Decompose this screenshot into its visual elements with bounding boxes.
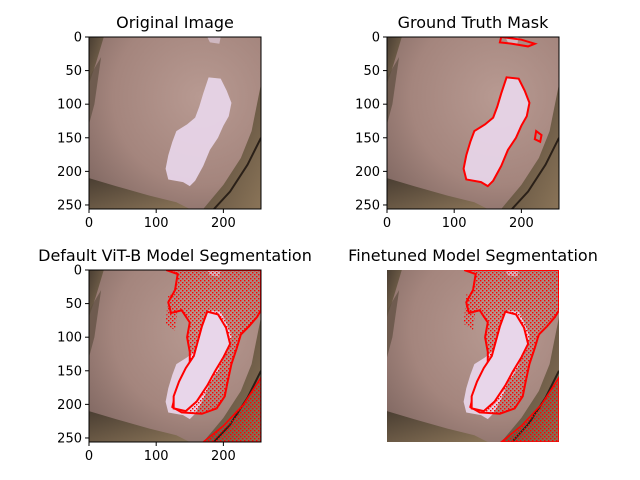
y-tick-label: 0 bbox=[74, 31, 82, 46]
y-tick-label: 250 bbox=[57, 198, 82, 213]
panel-title: Finetuned Model Segmentation bbox=[348, 246, 598, 265]
y-tick-label: 250 bbox=[355, 198, 380, 213]
axes-frame bbox=[386, 36, 560, 210]
lesion-patch bbox=[463, 77, 530, 187]
fabric-left-edge bbox=[89, 290, 102, 358]
x-tick-label: 200 bbox=[211, 449, 236, 464]
segmentation-speckle bbox=[463, 294, 478, 331]
y-tick-label: 150 bbox=[355, 131, 380, 146]
segmentation-lower bbox=[202, 376, 261, 442]
panel-4: Finetuned Model Segmentation bbox=[348, 246, 598, 442]
x-tick-label: 0 bbox=[85, 216, 93, 231]
segmentation-overlay bbox=[165, 270, 261, 442]
panel-3: Default ViT-B Model Segmentation05010015… bbox=[38, 246, 312, 464]
x-tick-label: 200 bbox=[211, 216, 236, 231]
fabric-left-edge bbox=[89, 57, 102, 125]
segmentation-inner bbox=[172, 310, 232, 413]
fabric-bottom-left bbox=[387, 178, 488, 209]
small-contour bbox=[533, 129, 543, 144]
panel-title: Ground Truth Mask bbox=[398, 13, 550, 32]
segmentation-speckle bbox=[165, 294, 180, 331]
y-tick-label: 100 bbox=[355, 98, 380, 113]
ground-truth-contour bbox=[462, 37, 543, 188]
x-tick-label: 100 bbox=[144, 449, 169, 464]
lesion-patch-top bbox=[207, 37, 221, 44]
axes-frame bbox=[88, 269, 262, 443]
y-tick-label: 100 bbox=[57, 331, 82, 346]
fabric-bottom-right bbox=[203, 84, 261, 209]
segmentation-overlay bbox=[463, 270, 559, 442]
skin-image bbox=[387, 37, 559, 209]
panel-title: Original Image bbox=[116, 13, 234, 32]
y-tick-label: 50 bbox=[363, 64, 380, 79]
x-tick-label: 0 bbox=[383, 216, 391, 231]
fabric-bottom-right bbox=[501, 84, 559, 209]
panel-title: Default ViT-B Model Segmentation bbox=[38, 246, 312, 265]
fabric-left-edge bbox=[387, 57, 400, 125]
lesion-patch bbox=[165, 77, 232, 187]
upper-contour bbox=[498, 37, 538, 48]
y-tick-label: 250 bbox=[57, 431, 82, 446]
skin-image bbox=[89, 37, 261, 209]
y-tick-label: 150 bbox=[57, 364, 82, 379]
x-tick-label: 200 bbox=[509, 216, 534, 231]
fabric-bottom-left bbox=[89, 411, 190, 442]
x-tick-label: 100 bbox=[442, 216, 467, 231]
fabric-bottom-left bbox=[387, 411, 488, 442]
skin-image bbox=[387, 270, 559, 442]
x-tick-label: 0 bbox=[85, 449, 93, 464]
y-tick-label: 0 bbox=[74, 264, 82, 279]
y-tick-label: 150 bbox=[57, 131, 82, 146]
x-tick-label: 100 bbox=[144, 216, 169, 231]
fabric-left-edge bbox=[387, 290, 400, 358]
fabric-fold bbox=[213, 137, 261, 209]
fabric-bottom-left bbox=[89, 178, 190, 209]
y-tick-label: 200 bbox=[355, 165, 380, 180]
y-tick-label: 200 bbox=[57, 165, 82, 180]
segmentation-lower bbox=[500, 376, 559, 442]
fabric-fold bbox=[511, 137, 559, 209]
y-tick-label: 0 bbox=[372, 31, 380, 46]
segmentation-inner bbox=[470, 310, 530, 413]
y-tick-label: 200 bbox=[57, 398, 82, 413]
lesion-contour bbox=[462, 76, 531, 188]
y-tick-label: 100 bbox=[57, 98, 82, 113]
axes-frame bbox=[88, 36, 262, 210]
y-tick-label: 50 bbox=[65, 64, 82, 79]
y-tick-label: 50 bbox=[65, 297, 82, 312]
skin-image bbox=[89, 270, 261, 442]
